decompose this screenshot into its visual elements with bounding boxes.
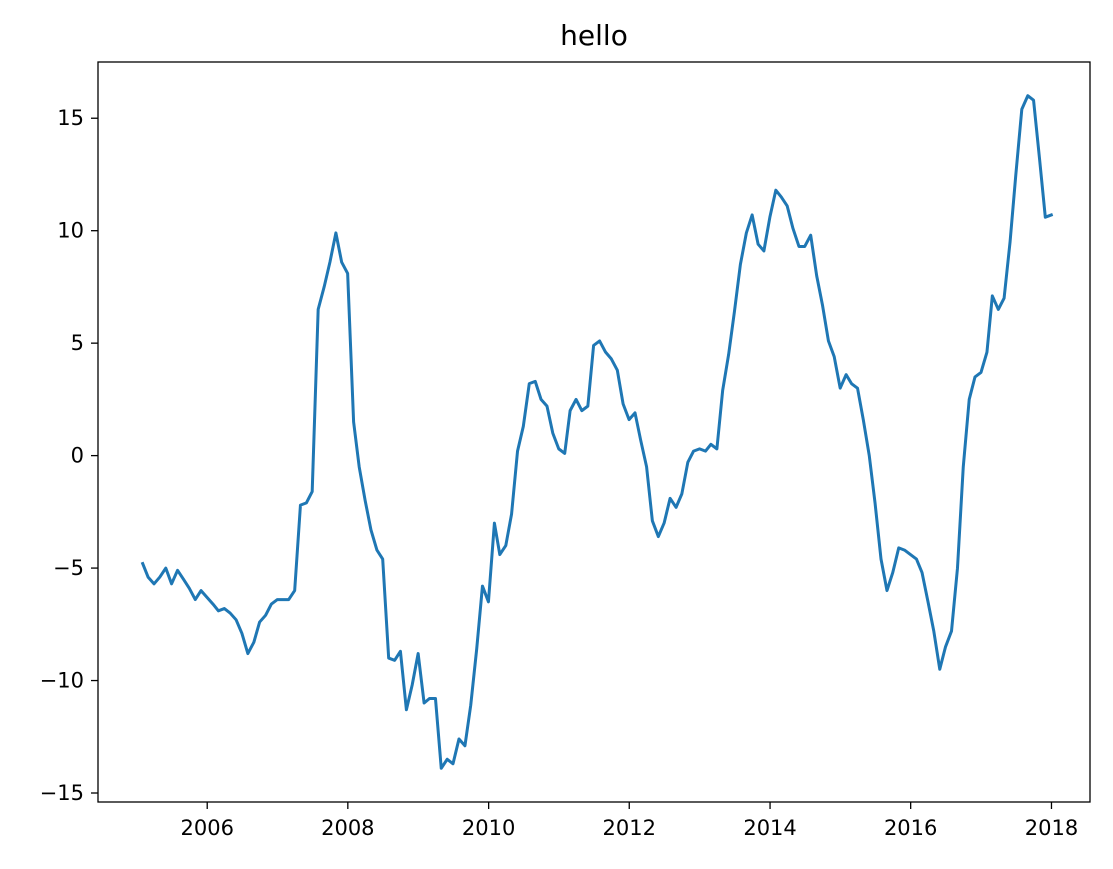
plot-frame — [97, 61, 1091, 803]
y-tick-label: −10 — [40, 669, 84, 693]
chart-title: hello — [560, 19, 628, 52]
y-tick-label: −5 — [53, 556, 84, 580]
x-tick-label: 2016 — [884, 816, 937, 840]
x-tick-label: 2014 — [743, 816, 796, 840]
x-axis: 2006 2008 2010 2012 2014 2016 2018 — [180, 802, 1078, 840]
x-tick-label: 2006 — [180, 816, 233, 840]
x-tick-label: 2008 — [321, 816, 374, 840]
x-tick-label: 2010 — [462, 816, 515, 840]
y-tick-label: 15 — [57, 106, 84, 130]
y-tick-label: 5 — [71, 331, 84, 355]
x-tick-label: 2012 — [603, 816, 656, 840]
y-tick-label: −15 — [40, 781, 84, 805]
y-axis: −15 −10 −5 0 5 10 15 — [40, 106, 98, 805]
y-tick-label: 10 — [57, 219, 84, 243]
plot-area — [98, 62, 1090, 802]
series-layer — [140, 94, 1054, 770]
y-tick-label: 0 — [71, 444, 84, 468]
series-line — [140, 94, 1054, 770]
x-tick-label: 2018 — [1025, 816, 1078, 840]
